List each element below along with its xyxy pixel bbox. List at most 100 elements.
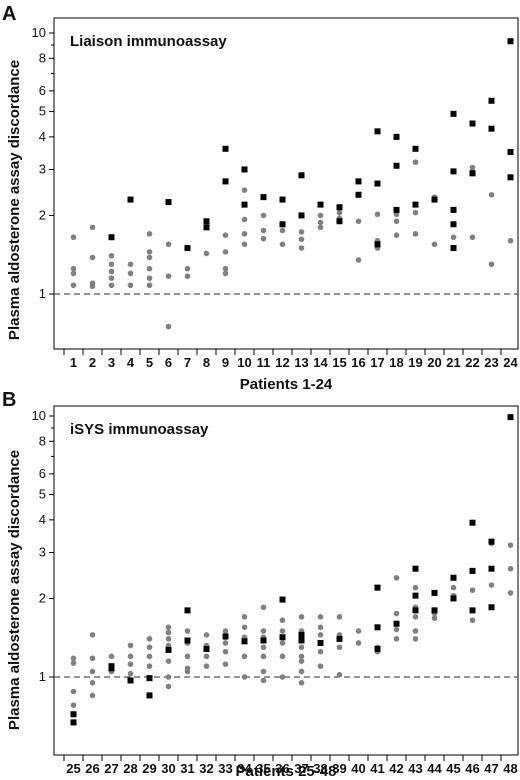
data-point-circle <box>222 249 229 255</box>
data-point-circle <box>165 683 172 690</box>
data-point-circle <box>355 257 362 263</box>
data-point-circle <box>393 218 400 225</box>
panel-b: B iSYS immunoassay Plasma aldosterone as… <box>2 389 519 780</box>
data-point-circle <box>279 227 286 234</box>
data-point-circle <box>146 663 153 669</box>
data-point-square <box>298 631 305 638</box>
data-point-circle <box>298 245 305 251</box>
data-point-circle <box>393 211 400 218</box>
data-point-circle <box>89 655 96 662</box>
data-point-circle <box>108 275 115 281</box>
data-point-circle <box>488 261 495 268</box>
x-tick-label: 5 <box>146 355 153 370</box>
data-point-circle <box>89 283 96 290</box>
data-point-square <box>108 665 115 672</box>
y-tick-label: 4 <box>39 129 46 144</box>
data-point-circle <box>146 231 153 237</box>
data-point-square <box>203 218 210 225</box>
data-point-circle <box>241 241 248 248</box>
data-point-square <box>127 196 134 203</box>
data-point-square <box>108 234 115 241</box>
data-point-square <box>469 607 476 614</box>
data-point-circle <box>412 636 419 642</box>
data-point-square <box>165 646 172 653</box>
data-point-square <box>241 166 248 173</box>
y-tick-label: 5 <box>39 104 46 119</box>
chart-title: Liaison immunoassay <box>70 33 227 50</box>
data-point-circle <box>146 653 153 660</box>
data-point-square <box>184 607 191 614</box>
data-point-circle <box>241 653 248 660</box>
data-point-circle <box>108 653 115 660</box>
data-point-circle <box>279 640 286 646</box>
data-point-square <box>374 646 381 653</box>
data-point-circle <box>184 668 191 675</box>
data-point-circle <box>108 253 115 259</box>
data-point-square <box>450 245 457 252</box>
data-point-square <box>317 639 324 646</box>
data-point-square <box>469 170 476 177</box>
data-point-square <box>469 519 476 526</box>
data-point-circle <box>241 674 248 680</box>
data-point-circle <box>241 624 248 631</box>
data-point-square <box>279 196 286 203</box>
data-point-circle <box>127 670 134 677</box>
data-point-circle <box>412 209 419 216</box>
data-point-circle <box>298 229 305 235</box>
x-tick-label: 19 <box>408 355 422 370</box>
data-point-square <box>146 692 153 699</box>
data-point-circle <box>317 212 324 219</box>
data-point-square <box>507 38 514 45</box>
x-tick-label: 27 <box>104 761 118 776</box>
data-point-circle <box>184 273 191 280</box>
x-tick-label: 45 <box>446 761 460 776</box>
x-tick-label: 26 <box>85 761 99 776</box>
data-point-circle <box>146 265 153 272</box>
data-point-square <box>412 145 419 152</box>
data-point-circle <box>279 674 286 680</box>
data-point-circle <box>317 663 324 669</box>
y-tick-label: 8 <box>39 433 46 448</box>
data-point-circle <box>127 282 134 289</box>
x-tick-label: 40 <box>351 761 365 776</box>
data-point-circle <box>488 191 495 198</box>
x-tick-label: 34 <box>237 761 252 776</box>
data-point-circle <box>355 628 362 634</box>
data-point-circle <box>146 254 153 261</box>
data-point-circle <box>146 275 153 281</box>
x-tick-label: 31 <box>180 761 194 776</box>
data-point-circle <box>127 642 134 649</box>
y-axis-ticks: 1 2 3 4 5 6 8 10 <box>32 408 54 684</box>
x-tick-label: 17 <box>370 355 384 370</box>
data-point-square <box>203 224 210 231</box>
data-point-square <box>393 162 400 169</box>
data-point-circle <box>146 249 153 255</box>
data-point-circle <box>298 236 305 243</box>
data-point-circle <box>260 677 267 684</box>
data-point-circle <box>222 640 229 646</box>
data-point-circle <box>89 224 96 231</box>
data-point-circle <box>260 653 267 660</box>
data-point-circle <box>279 653 286 660</box>
x-tick-label: 39 <box>332 761 346 776</box>
data-point-square <box>507 148 514 155</box>
x-axis-ticks: 25 26 27 28 29 30 31 32 33 34 35 36 37 38 39 40 41 42 43 44… <box>63 755 518 776</box>
data-point-square <box>431 589 438 596</box>
x-tick-label: 38 <box>313 761 327 776</box>
data-points <box>70 38 514 330</box>
data-point-square <box>222 633 229 640</box>
y-tick-label: 1 <box>39 669 46 684</box>
y-tick-label: 10 <box>32 25 46 40</box>
data-point-square <box>488 604 495 611</box>
data-point-square <box>355 178 362 185</box>
data-point-square <box>450 110 457 117</box>
data-point-circle <box>279 241 286 248</box>
x-tick-label: 22 <box>465 355 479 370</box>
data-point-square <box>507 174 514 181</box>
x-tick-label: 18 <box>389 355 403 370</box>
data-point-square <box>184 637 191 644</box>
y-tick-label: 3 <box>39 161 46 176</box>
data-point-circle <box>336 209 343 216</box>
data-point-circle <box>241 216 248 223</box>
data-point-square <box>355 191 362 198</box>
